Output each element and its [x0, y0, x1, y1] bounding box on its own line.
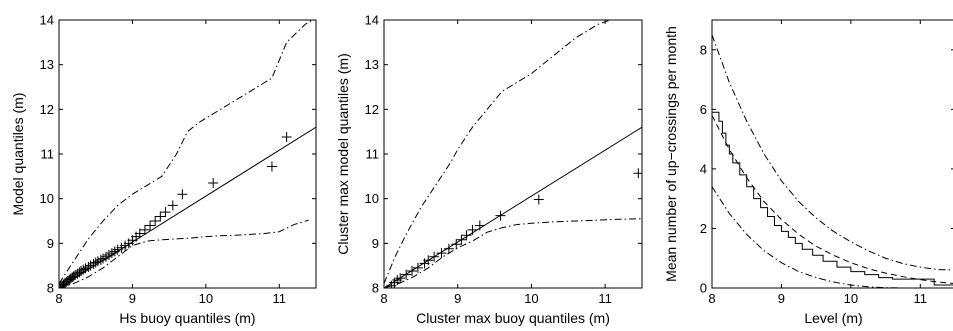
series-line-lower-envelope	[384, 218, 642, 288]
data-point	[443, 243, 454, 254]
y-tick-label: 9	[47, 236, 54, 251]
data-point	[139, 224, 150, 235]
x-axis-label: Hs buoy quantiles (m)	[119, 310, 255, 326]
x-tick-label: 8	[380, 291, 387, 306]
y-tick-label: 11	[41, 147, 55, 162]
series-line-reference-line	[384, 126, 642, 288]
data-point	[533, 194, 544, 205]
y-tick-label: 6	[700, 102, 707, 117]
data-point	[266, 161, 277, 172]
x-tick-label: 9	[454, 291, 461, 306]
y-tick-label: 8	[372, 281, 379, 296]
y-tick-label: 10	[365, 191, 379, 206]
y-tick-label: 10	[40, 191, 54, 206]
series-line-lower-envelope	[59, 219, 309, 288]
data-point	[155, 211, 166, 222]
x-tick-label: 11	[273, 291, 287, 306]
panel-model-vs-buoy-quantiles: 8 9 10 11 8 9 10 11 12 13 14 Hs buoy quantiles (m) M…	[10, 13, 317, 326]
y-axis-label: Mean number of up−crossings per month	[663, 26, 679, 282]
series-line-upper-envelope	[384, 20, 612, 284]
y-axis-label: Cluster max model quantiles (m)	[335, 53, 351, 255]
y-tick-label: 9	[372, 236, 379, 251]
data-layer	[712, 34, 953, 288]
data-point	[208, 178, 219, 189]
x-tick-label: 9	[129, 291, 136, 306]
data-point	[177, 189, 188, 200]
y-tick-label: 12	[40, 102, 54, 117]
x-tick-label: 9	[778, 291, 785, 306]
y-tick-label: 4	[700, 161, 707, 176]
x-tick-label: 10	[524, 291, 538, 306]
data-point	[134, 228, 145, 239]
y-tick-label: 8	[700, 42, 707, 57]
x-axis-label: Level (m)	[804, 310, 862, 326]
data-point	[281, 132, 292, 143]
x-tick-label: 11	[914, 291, 928, 306]
y-tick-label: 2	[700, 221, 707, 236]
data-layer	[59, 20, 316, 288]
y-tick-label: 8	[47, 281, 54, 296]
plot-frame	[383, 19, 643, 289]
panel-up-crossings: 8 9 10 11 0 2 4 6 8 Level (m) Mean number of up−cr…	[663, 19, 953, 326]
data-point	[160, 207, 171, 218]
data-point	[150, 216, 161, 226]
x-tick-label: 10	[199, 291, 213, 306]
data-point	[474, 220, 485, 231]
data-point	[451, 239, 462, 250]
x-tick-label: 11	[598, 291, 612, 306]
series-line-reference-line	[59, 126, 316, 288]
series-line-upper-envelope	[59, 20, 314, 284]
panel-cluster-max-quantiles: 8 9 10 11 8 9 10 11 12 13 14 Cluster max buoy quant…	[335, 13, 643, 326]
x-tick-label: 8	[708, 291, 715, 306]
data-point	[461, 230, 472, 241]
data-point	[633, 168, 642, 179]
data-point	[412, 262, 423, 273]
plot-frame	[58, 19, 317, 289]
series-line-observed	[712, 111, 953, 286]
data-point	[145, 220, 156, 231]
y-axis-label: Model quantiles (m)	[10, 93, 26, 216]
x-tick-label: 10	[844, 291, 858, 306]
series-line-model	[712, 115, 953, 284]
x-axis-label: Cluster max buoy quantiles (m)	[416, 310, 610, 326]
y-tick-label: 14	[365, 13, 379, 28]
y-tick-label: 11	[366, 147, 380, 162]
y-tick-label: 14	[40, 13, 54, 28]
y-tick-label: 13	[365, 57, 379, 72]
series-line-lower-band	[712, 186, 921, 288]
y-tick-label: 13	[40, 57, 54, 72]
data-point	[167, 200, 178, 211]
y-tick-label: 12	[365, 102, 379, 117]
series-line-upper-band	[712, 34, 953, 271]
plot-frame	[711, 19, 953, 289]
x-tick-label: 8	[55, 291, 62, 306]
y-tick-label: 0	[700, 281, 707, 296]
data-layer	[384, 20, 642, 288]
data-point	[436, 248, 447, 259]
